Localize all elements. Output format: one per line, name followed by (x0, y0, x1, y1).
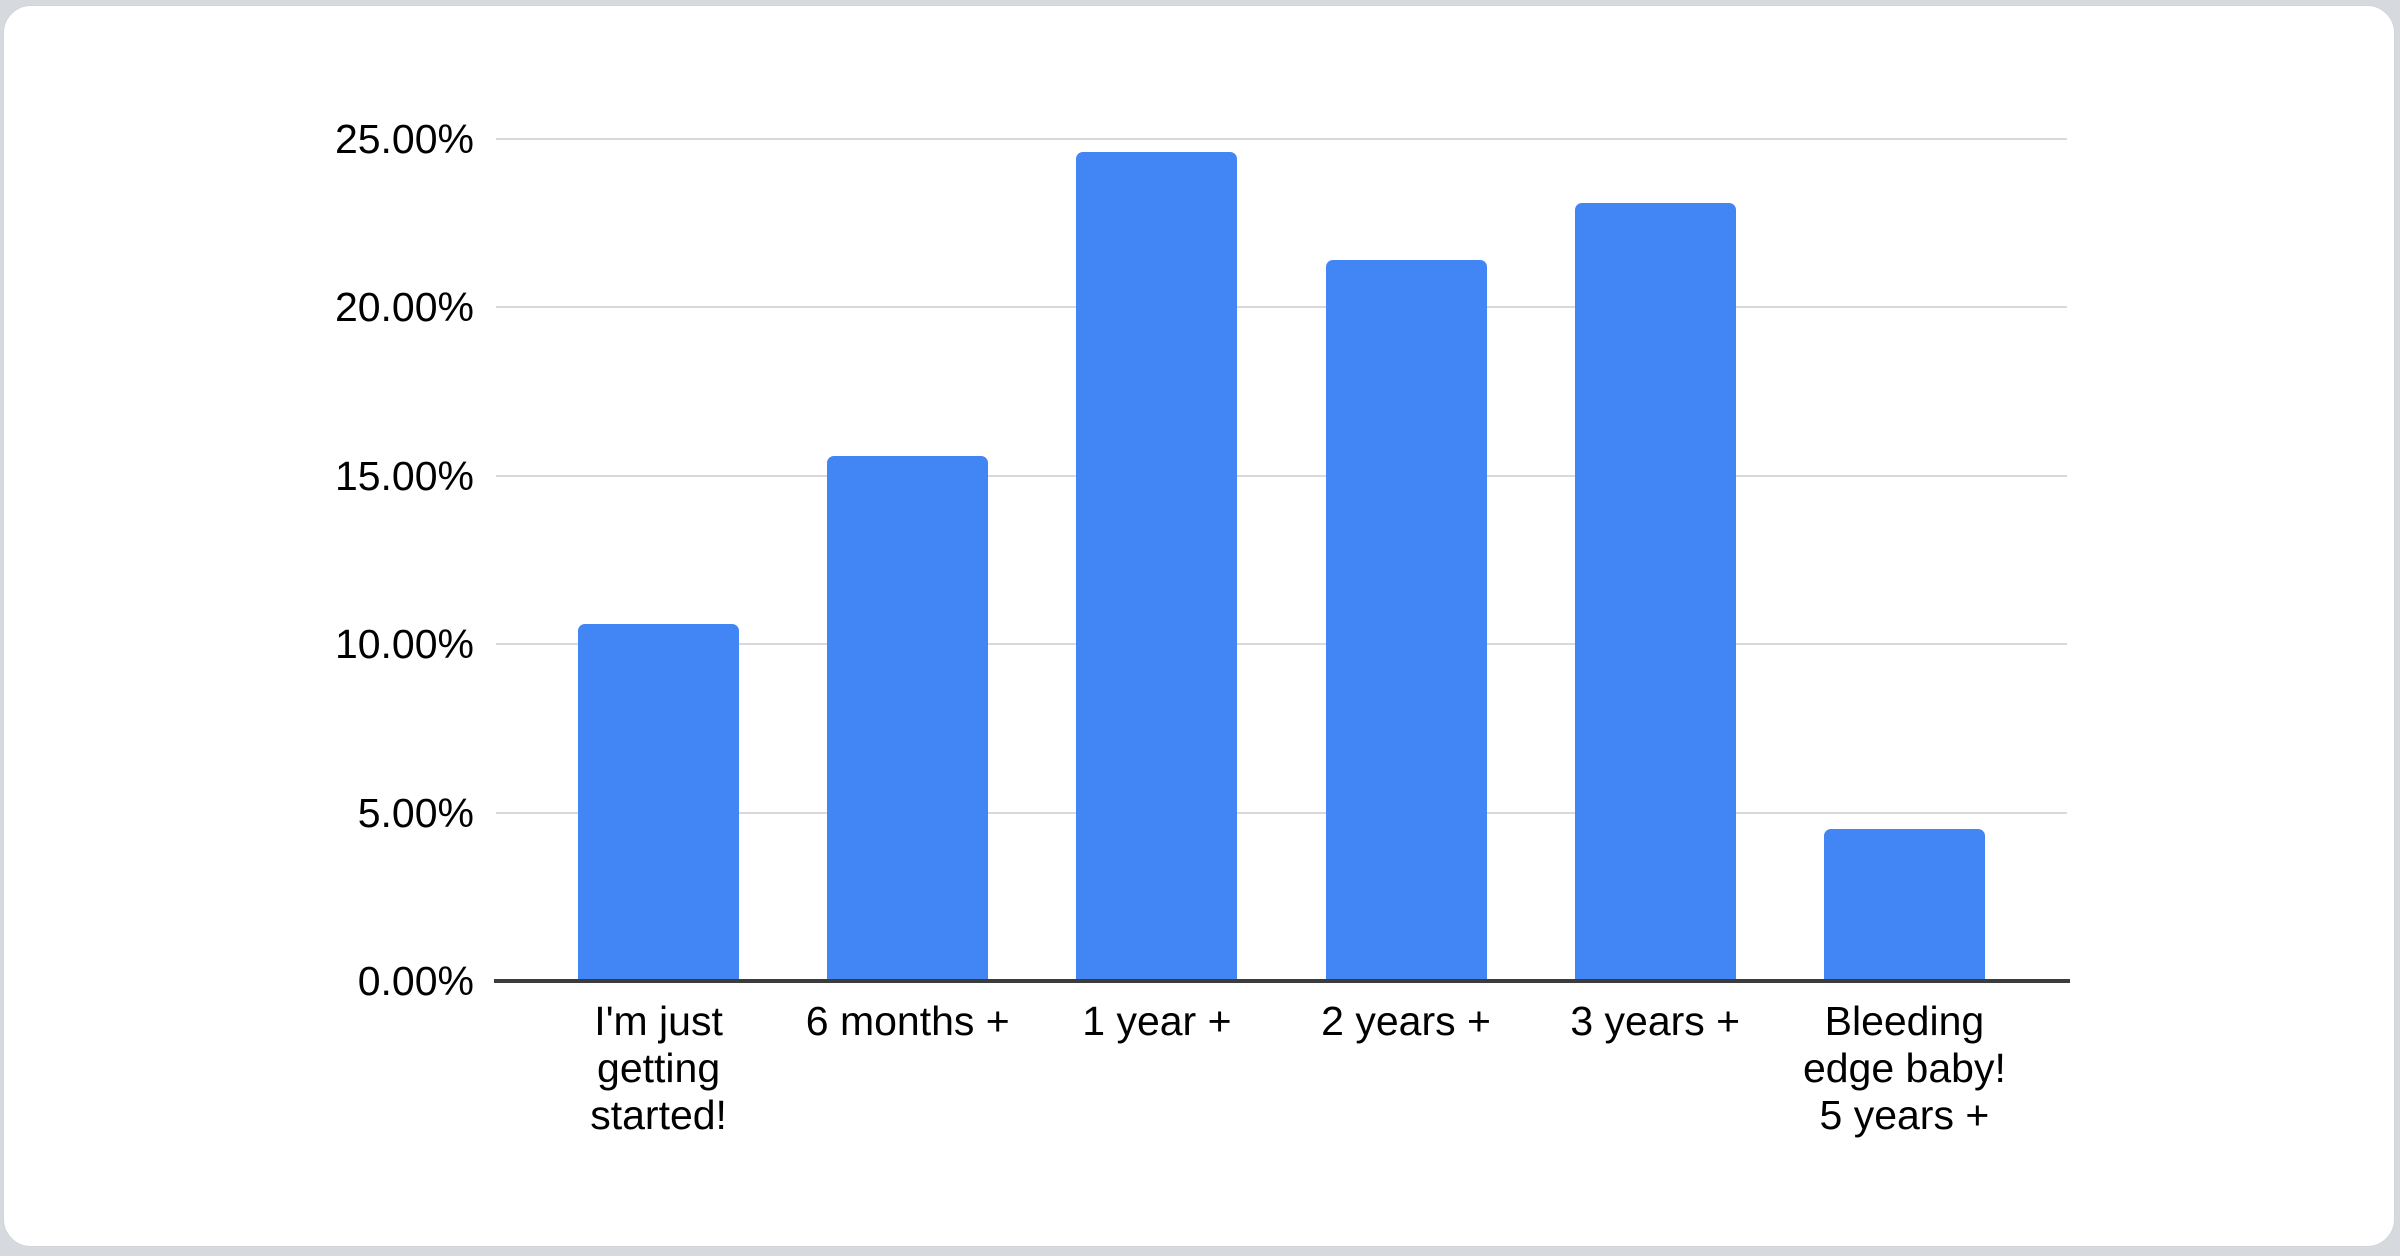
bar-4 (1325, 260, 1487, 981)
chart-plot-area (496, 138, 2067, 981)
x-category-label: I'm just getting started! (590, 998, 727, 1138)
x-axis-line (494, 979, 2070, 983)
x-category-label: 2 years + (1321, 998, 1491, 1044)
gridline (496, 474, 2067, 477)
x-category-label: 6 months + (805, 998, 1010, 1044)
x-category-label: 1 year + (1082, 998, 1232, 1044)
x-category-label: 3 years + (1570, 998, 1741, 1044)
y-tick-label: 15.00% (334, 452, 474, 499)
y-tick-label: 20.00% (334, 284, 474, 331)
gridline (496, 138, 2067, 140)
y-axis: 0.00% 5.00% 10.00% 15.00% 20.00% 25.00% (4, 116, 474, 1004)
gridline (496, 811, 2067, 814)
y-tick-label: 25.00% (334, 116, 474, 162)
bar-2 (827, 455, 989, 981)
y-tick-label: 5.00% (357, 789, 474, 836)
bar-5 (1574, 203, 1736, 981)
y-tick-label: 0.00% (357, 958, 474, 1004)
x-category-label: Bleeding edge baby! 5 years + (1802, 998, 2006, 1138)
bar-6 (1823, 829, 1985, 981)
bar-3 (1076, 152, 1238, 981)
gridline (496, 306, 2067, 309)
bar-1 (578, 624, 740, 981)
gridline (496, 643, 2067, 646)
y-tick-label: 10.00% (334, 621, 474, 668)
chart-card: 0.00% 5.00% 10.00% 15.00% 20.00% 25.00% I'm j… (3, 5, 2395, 1247)
x-axis: I'm just getting started! 6 months + 1 yea… (496, 998, 2067, 1228)
